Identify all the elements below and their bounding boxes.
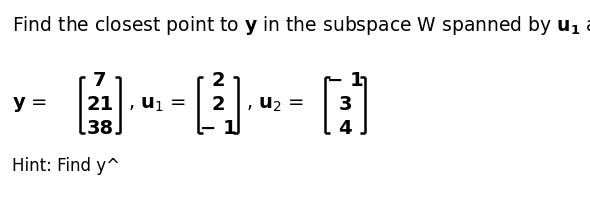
Text: 38: 38 [87, 119, 113, 139]
Text: Hint: Find y^: Hint: Find y^ [12, 157, 120, 175]
Text: 21: 21 [86, 96, 114, 114]
Text: 3: 3 [338, 96, 352, 114]
Text: 2: 2 [211, 96, 225, 114]
Text: , $\mathbf{u}_1$ =: , $\mathbf{u}_1$ = [128, 96, 186, 114]
Text: 4: 4 [338, 119, 352, 139]
Text: Find the closest point to $\mathbf{y}$ in the subspace W spanned by $\mathbf{u}_: Find the closest point to $\mathbf{y}$ i… [12, 14, 590, 37]
Text: 7: 7 [93, 71, 107, 91]
Text: − 1: − 1 [199, 119, 237, 139]
Text: , $\mathbf{u}_2$ =: , $\mathbf{u}_2$ = [246, 96, 304, 114]
Text: − 1: − 1 [327, 71, 363, 91]
Text: 2: 2 [211, 71, 225, 91]
Text: $\mathbf{y}$ =: $\mathbf{y}$ = [12, 96, 47, 114]
